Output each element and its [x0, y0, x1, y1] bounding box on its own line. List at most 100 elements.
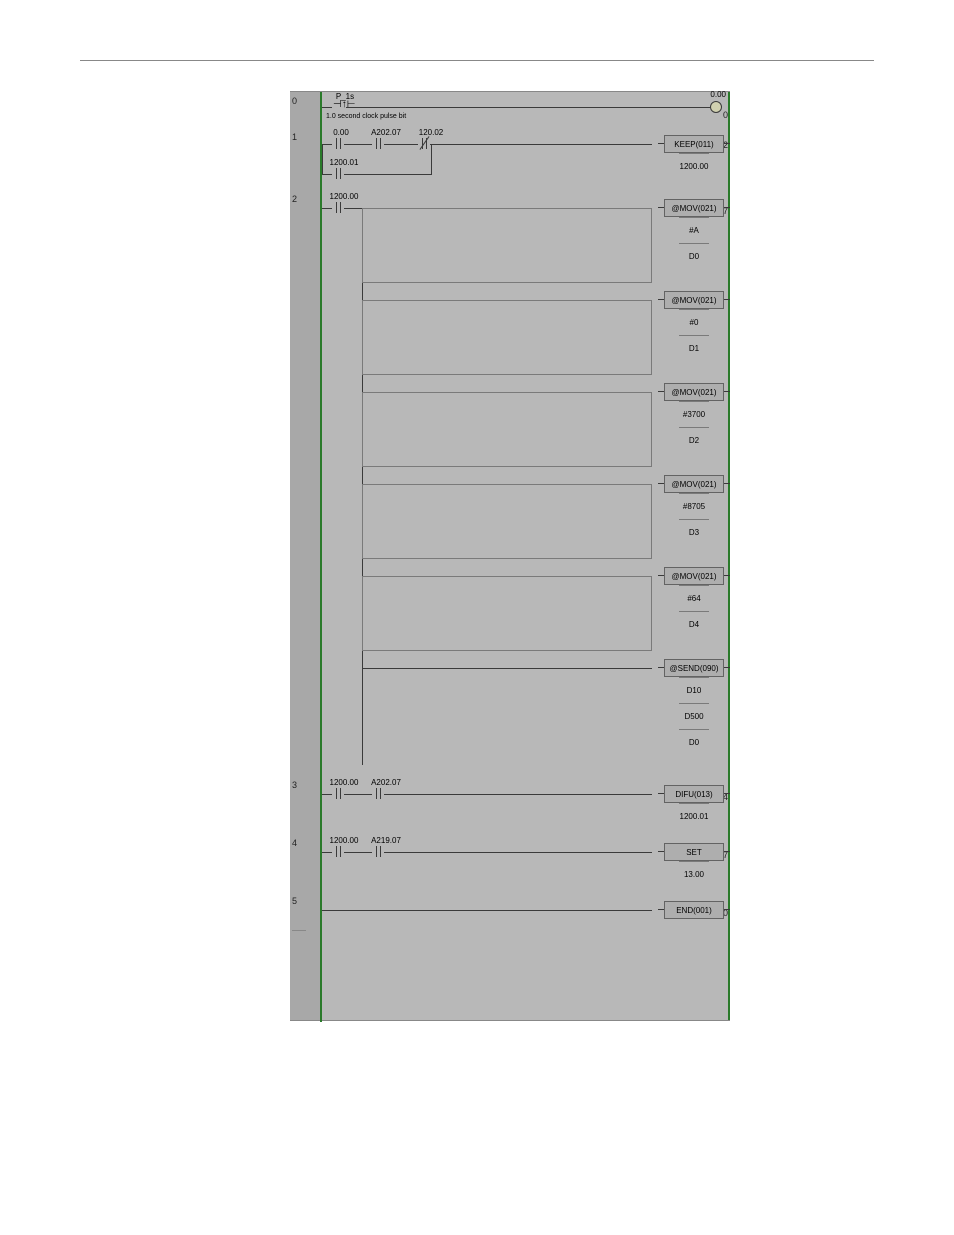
- instr-op: 1200.00: [680, 162, 709, 171]
- mov-block-border: [362, 208, 652, 283]
- instr-op: D10: [687, 686, 702, 695]
- instruction-mov-3[interactable]: @MOV(021) #3700 D2: [664, 383, 724, 453]
- contact-label: 1200.00: [326, 192, 362, 201]
- wire: [362, 764, 363, 765]
- contact-no[interactable]: [371, 846, 385, 858]
- instr-op: D500: [684, 712, 703, 721]
- contact-label: A219.07: [366, 836, 406, 845]
- mov-block-border: [362, 576, 652, 651]
- instr-op: D0: [689, 738, 699, 747]
- wire: [346, 107, 716, 108]
- instr-name: @SEND(090): [669, 664, 718, 673]
- wire: [344, 144, 372, 145]
- contact-no[interactable]: [331, 846, 345, 858]
- instr-name: @MOV(021): [671, 480, 716, 489]
- mov-block-border: [362, 300, 652, 375]
- instr-name: END(001): [676, 906, 712, 915]
- wire: [384, 794, 652, 795]
- contact-no[interactable]: [331, 138, 345, 150]
- contact-label: 1200.00: [326, 778, 362, 787]
- rung-index: 1: [292, 132, 304, 142]
- page-divider: [80, 60, 874, 61]
- instruction-difu[interactable]: DIFU(013) 1200.01: [664, 785, 724, 829]
- instr-name: @MOV(021): [671, 572, 716, 581]
- rung-index: 5: [292, 896, 304, 906]
- instr-op: D3: [689, 528, 699, 537]
- wire: [362, 576, 652, 577]
- wire: [322, 144, 323, 174]
- contact-no[interactable]: [331, 168, 345, 180]
- rung-5[interactable]: 5 20 END(001): [290, 890, 730, 924]
- wire: [430, 144, 652, 145]
- rung-index: 0: [292, 96, 304, 106]
- instr-op: D0: [689, 252, 699, 261]
- rung-1[interactable]: 1 2 0.00 A202.07 120.02 1200.01: [290, 124, 730, 184]
- wire: [344, 174, 432, 175]
- mov-block-border: [362, 484, 652, 559]
- contact-no[interactable]: [331, 788, 345, 800]
- instr-op: #3700: [683, 410, 705, 419]
- instr-name: @MOV(021): [671, 296, 716, 305]
- mov-block-border: [362, 392, 652, 467]
- coil-label: 0.00: [696, 90, 726, 99]
- rung-0[interactable]: 0 0 P_1s ⊣↑⊢ 0.00 1.0 second clock pulse…: [290, 92, 730, 124]
- instruction-mov-1[interactable]: @MOV(021) #A D0: [664, 199, 724, 269]
- instr-op: D4: [689, 620, 699, 629]
- instr-op: #8705: [683, 502, 705, 511]
- instr-op: 13.00: [684, 870, 704, 879]
- wire: [362, 668, 652, 669]
- wire: [344, 852, 372, 853]
- instruction-mov-2[interactable]: @MOV(021) #0 D1: [664, 291, 724, 361]
- wire: [322, 910, 652, 911]
- contact-comment: 1.0 second clock pulse bit: [326, 113, 446, 120]
- wire: [362, 484, 652, 485]
- instruction-mov-4[interactable]: @MOV(021) #8705 D3: [664, 475, 724, 545]
- instruction-send[interactable]: @SEND(090) D10 D500 D0: [664, 659, 724, 755]
- rung-4[interactable]: 4 17 1200.00 A219.07 SET 13.00: [290, 832, 730, 890]
- empty-rail-tail: [320, 924, 730, 1022]
- wire: [384, 144, 418, 145]
- contact-label: 1200.00: [326, 836, 362, 845]
- ladder-diagram[interactable]: 0 0 P_1s ⊣↑⊢ 0.00 1.0 second clock pulse…: [290, 91, 730, 1021]
- instr-op: 1200.01: [680, 812, 709, 821]
- rung-2[interactable]: 2 7 1200.00 @MOV(021) #A D0: [290, 184, 730, 774]
- rung-index: 2: [292, 194, 304, 204]
- contact-no[interactable]: [371, 138, 385, 150]
- instr-op: D1: [689, 344, 699, 353]
- instr-name: SET: [686, 848, 702, 857]
- instruction-keep[interactable]: KEEP(011) 1200.00: [664, 135, 724, 179]
- wire: [431, 144, 432, 174]
- instruction-end[interactable]: END(001): [664, 901, 724, 919]
- instr-name: KEEP(011): [674, 140, 713, 149]
- wire: [362, 208, 652, 209]
- contact-label: A202.07: [366, 778, 406, 787]
- instruction-set[interactable]: SET 13.00: [664, 843, 724, 887]
- contact-label: 0.00: [328, 128, 354, 137]
- rung-index: 4: [292, 838, 304, 848]
- contact-nc[interactable]: [417, 138, 431, 150]
- wire: [344, 208, 362, 209]
- contact-no[interactable]: [371, 788, 385, 800]
- output-coil[interactable]: [710, 101, 722, 113]
- instr-name: @MOV(021): [671, 204, 716, 213]
- wire: [362, 208, 363, 764]
- rung-index: 3: [292, 780, 304, 790]
- instr-op: #64: [687, 594, 700, 603]
- end-margin-divider: [292, 930, 306, 931]
- instr-name: DIFU(013): [675, 790, 712, 799]
- instr-op: #0: [690, 318, 699, 327]
- wire: [362, 300, 652, 301]
- contact-no[interactable]: [331, 202, 345, 214]
- instr-name: @MOV(021): [671, 388, 716, 397]
- wire: [384, 852, 652, 853]
- instruction-mov-5[interactable]: @MOV(021) #64 D4: [664, 567, 724, 637]
- instr-op: #A: [689, 226, 699, 235]
- contact-label: 120.02: [414, 128, 448, 137]
- wire: [344, 794, 372, 795]
- contact-label: A202.07: [366, 128, 406, 137]
- instr-op: D2: [689, 436, 699, 445]
- rung-3[interactable]: 3 14 1200.00 A202.07 DIFU(013) 1200.01: [290, 774, 730, 832]
- contact-label: 1200.01: [326, 158, 362, 167]
- ladder-diagram-container: 0 0 P_1s ⊣↑⊢ 0.00 1.0 second clock pulse…: [290, 91, 730, 1021]
- wire: [362, 392, 652, 393]
